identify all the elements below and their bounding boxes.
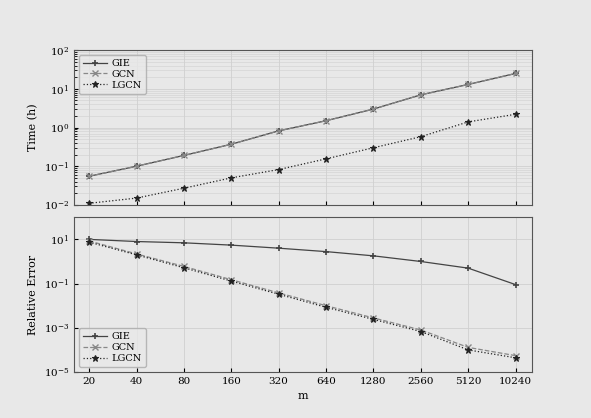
Line: GCN: GCN [86, 237, 519, 359]
GCN [180, 153, 187, 158]
GCN [512, 71, 519, 76]
GCN [228, 277, 235, 282]
GIE [465, 82, 472, 87]
GIE [228, 242, 235, 247]
GIE [465, 265, 472, 270]
LGCN [417, 329, 424, 334]
Line: LGCN: LGCN [86, 239, 519, 361]
GCN [465, 345, 472, 350]
LGCN [323, 156, 330, 161]
GIE [133, 239, 140, 244]
GCN [275, 128, 282, 133]
LGCN [275, 167, 282, 172]
LGCN [86, 240, 93, 245]
Y-axis label: Time (h): Time (h) [28, 104, 38, 151]
LGCN [465, 347, 472, 352]
GCN [228, 142, 235, 147]
LGCN [180, 265, 187, 270]
GCN [370, 107, 377, 112]
LGCN [133, 196, 140, 201]
GIE [417, 92, 424, 97]
GCN [86, 238, 93, 243]
GIE [323, 118, 330, 123]
GIE [275, 246, 282, 251]
LGCN [417, 134, 424, 139]
LGCN [133, 252, 140, 257]
GCN [417, 327, 424, 332]
Line: LGCN: LGCN [86, 111, 519, 207]
GIE [370, 107, 377, 112]
GCN [465, 82, 472, 87]
Legend: GIE, GCN, LGCN: GIE, GCN, LGCN [79, 55, 146, 94]
Line: GIE: GIE [86, 236, 519, 288]
LGCN [180, 186, 187, 191]
LGCN [512, 355, 519, 360]
GIE [512, 282, 519, 287]
GCN [133, 164, 140, 169]
LGCN [370, 145, 377, 150]
GCN [86, 174, 93, 179]
GCN [180, 264, 187, 269]
LGCN [465, 120, 472, 125]
GIE [228, 142, 235, 147]
LGCN [512, 112, 519, 117]
LGCN [370, 317, 377, 322]
GIE [86, 174, 93, 179]
GIE [275, 128, 282, 133]
GCN [133, 251, 140, 256]
GIE [180, 153, 187, 158]
LGCN [228, 176, 235, 181]
LGCN [86, 201, 93, 206]
GIE [323, 249, 330, 254]
X-axis label: m: m [298, 391, 308, 401]
GCN [323, 303, 330, 308]
GCN [417, 92, 424, 97]
GIE [512, 71, 519, 76]
GCN [275, 291, 282, 296]
GIE [370, 253, 377, 258]
GCN [370, 316, 377, 321]
GIE [417, 259, 424, 264]
LGCN [228, 278, 235, 283]
Line: GCN: GCN [86, 70, 519, 180]
Legend: GIE, GCN, LGCN: GIE, GCN, LGCN [79, 329, 146, 367]
LGCN [275, 292, 282, 297]
Y-axis label: Relative Error: Relative Error [28, 255, 38, 335]
GCN [323, 118, 330, 123]
GIE [86, 237, 93, 242]
GCN [512, 353, 519, 358]
Line: GIE: GIE [86, 70, 519, 180]
GIE [180, 240, 187, 245]
GIE [133, 164, 140, 169]
LGCN [323, 305, 330, 310]
